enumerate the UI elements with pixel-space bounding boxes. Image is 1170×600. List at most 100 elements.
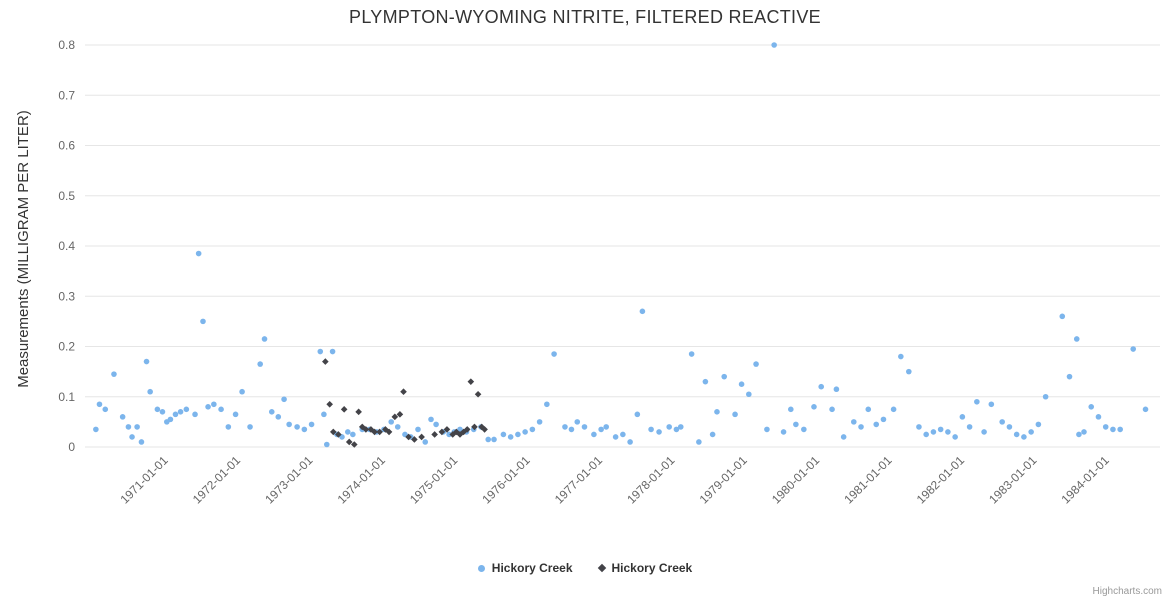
- data-point[interactable]: [350, 431, 356, 438]
- data-point[interactable]: [239, 388, 245, 395]
- data-point[interactable]: [428, 416, 434, 423]
- data-point[interactable]: [1117, 426, 1123, 433]
- data-point[interactable]: [485, 436, 492, 443]
- data-point[interactable]: [294, 424, 300, 430]
- data-point[interactable]: [829, 406, 835, 413]
- data-point[interactable]: [858, 424, 864, 430]
- data-point[interactable]: [581, 424, 588, 430]
- data-point[interactable]: [405, 433, 412, 441]
- data-point[interactable]: [183, 406, 190, 413]
- data-point[interactable]: [666, 424, 672, 430]
- data-point[interactable]: [673, 426, 680, 433]
- data-point[interactable]: [818, 383, 825, 390]
- data-point[interactable]: [134, 424, 140, 430]
- data-point[interactable]: [721, 373, 728, 380]
- data-point[interactable]: [937, 426, 944, 433]
- data-point[interactable]: [656, 429, 662, 435]
- data-point[interactable]: [1073, 336, 1080, 342]
- data-point[interactable]: [400, 388, 407, 396]
- data-point[interactable]: [329, 348, 336, 355]
- data-point[interactable]: [634, 411, 641, 418]
- data-point[interactable]: [396, 411, 404, 418]
- data-point[interactable]: [833, 386, 840, 393]
- data-point[interactable]: [1095, 414, 1102, 420]
- data-point[interactable]: [988, 401, 995, 408]
- data-point[interactable]: [391, 413, 399, 421]
- data-point[interactable]: [873, 421, 880, 428]
- data-point[interactable]: [388, 419, 395, 425]
- data-point[interactable]: [247, 424, 253, 430]
- data-point[interactable]: [205, 404, 211, 410]
- data-point[interactable]: [326, 400, 333, 408]
- data-point[interactable]: [385, 428, 393, 436]
- data-point[interactable]: [981, 429, 987, 435]
- data-point[interactable]: [167, 416, 174, 423]
- data-point[interactable]: [111, 371, 117, 377]
- data-point[interactable]: [1013, 431, 1020, 438]
- data-point[interactable]: [96, 401, 103, 408]
- data-point[interactable]: [362, 426, 370, 433]
- data-point[interactable]: [603, 424, 610, 430]
- data-point[interactable]: [322, 358, 329, 365]
- data-point[interactable]: [1059, 313, 1066, 320]
- data-point[interactable]: [147, 388, 153, 395]
- data-point[interactable]: [159, 409, 166, 415]
- data-point[interactable]: [411, 436, 418, 443]
- data-point[interactable]: [125, 424, 132, 430]
- data-point[interactable]: [507, 434, 514, 440]
- data-point[interactable]: [591, 431, 597, 438]
- data-point[interactable]: [478, 423, 486, 431]
- data-point[interactable]: [367, 426, 375, 433]
- data-point[interactable]: [780, 429, 787, 435]
- data-point[interactable]: [1028, 429, 1034, 435]
- data-point[interactable]: [456, 431, 464, 438]
- data-point[interactable]: [598, 426, 604, 433]
- data-point[interactable]: [281, 396, 287, 403]
- data-point[interactable]: [648, 426, 654, 433]
- data-point[interactable]: [627, 439, 633, 445]
- data-point[interactable]: [177, 409, 184, 415]
- data-point[interactable]: [453, 428, 460, 436]
- data-point[interactable]: [1081, 429, 1087, 435]
- data-point[interactable]: [481, 426, 488, 433]
- data-point[interactable]: [923, 431, 929, 438]
- data-point[interactable]: [677, 424, 684, 430]
- data-point[interactable]: [261, 336, 268, 342]
- data-point[interactable]: [688, 351, 695, 357]
- data-point[interactable]: [350, 441, 358, 448]
- data-point[interactable]: [402, 431, 408, 438]
- data-point[interactable]: [394, 424, 401, 430]
- data-point[interactable]: [93, 426, 99, 433]
- data-point[interactable]: [898, 353, 904, 360]
- data-point[interactable]: [339, 434, 345, 440]
- data-point[interactable]: [211, 401, 217, 408]
- data-point[interactable]: [890, 406, 897, 413]
- data-point[interactable]: [999, 419, 1005, 425]
- data-point[interactable]: [491, 436, 497, 443]
- data-point[interactable]: [195, 250, 202, 257]
- data-point[interactable]: [1088, 404, 1095, 410]
- data-point[interactable]: [200, 318, 206, 325]
- data-point[interactable]: [471, 423, 478, 431]
- data-point[interactable]: [286, 421, 292, 428]
- data-point[interactable]: [344, 429, 351, 435]
- data-point[interactable]: [639, 308, 646, 315]
- data-point[interactable]: [620, 431, 626, 438]
- data-point[interactable]: [966, 424, 973, 430]
- data-point[interactable]: [102, 406, 109, 413]
- data-point[interactable]: [536, 419, 543, 425]
- data-point[interactable]: [945, 429, 951, 435]
- data-point[interactable]: [1006, 424, 1013, 430]
- data-point[interactable]: [1102, 424, 1109, 430]
- data-point[interactable]: [793, 421, 799, 428]
- data-point[interactable]: [257, 361, 263, 367]
- data-point[interactable]: [225, 424, 232, 430]
- data-point[interactable]: [154, 406, 161, 413]
- data-point[interactable]: [709, 431, 716, 438]
- data-point[interactable]: [446, 431, 452, 438]
- data-point[interactable]: [551, 351, 557, 357]
- data-point[interactable]: [457, 426, 463, 433]
- data-point[interactable]: [172, 411, 179, 418]
- data-point[interactable]: [801, 426, 807, 433]
- data-point[interactable]: [906, 368, 912, 375]
